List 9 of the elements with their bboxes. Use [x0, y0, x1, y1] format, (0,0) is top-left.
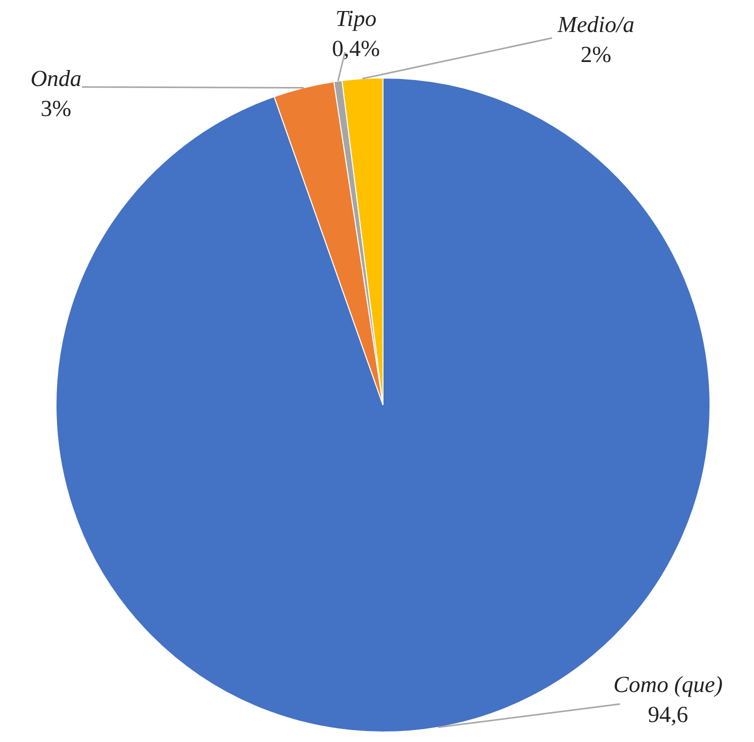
pie-slice — [274, 81, 384, 406]
data-label: 94,6 — [648, 702, 688, 727]
slice-label: Onda — [30, 66, 82, 91]
data-label: 2% — [580, 42, 612, 67]
data-label: 0,4% — [332, 36, 380, 61]
slice-label: Como (que) — [613, 672, 723, 697]
slice-label: Tipo — [336, 6, 376, 31]
data-label: 3% — [40, 96, 72, 121]
slice-label: Medio/a — [556, 12, 634, 37]
